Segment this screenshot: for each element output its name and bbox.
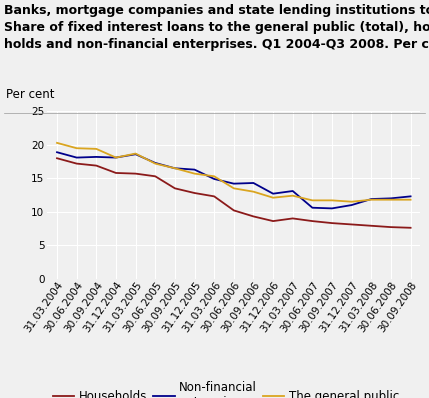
- Line: Households: Households: [57, 158, 411, 228]
- Non-financial
enterprises: [369, 197, 374, 201]
- Households: [172, 186, 178, 191]
- Households: [369, 223, 374, 228]
- Non-financial
enterprises: [74, 155, 79, 160]
- The general public: [408, 197, 413, 202]
- The general public: [290, 193, 295, 198]
- Households: [153, 174, 158, 179]
- The general public: [113, 155, 118, 160]
- The general public: [251, 189, 256, 194]
- Non-financial
enterprises: [329, 206, 335, 211]
- Non-financial
enterprises: [113, 155, 118, 160]
- Households: [349, 222, 354, 227]
- Households: [290, 216, 295, 221]
- Non-financial
enterprises: [211, 177, 217, 181]
- Non-financial
enterprises: [231, 181, 236, 186]
- The general public: [388, 197, 393, 202]
- Non-financial
enterprises: [153, 160, 158, 165]
- Households: [113, 171, 118, 176]
- Non-financial
enterprises: [251, 181, 256, 185]
- Text: Per cent: Per cent: [6, 88, 54, 101]
- Non-financial
enterprises: [54, 150, 60, 154]
- Non-financial
enterprises: [133, 152, 138, 157]
- The general public: [310, 198, 315, 203]
- Households: [231, 208, 236, 213]
- Text: Banks, mortgage companies and state lending institutions total.
Share of fixed i: Banks, mortgage companies and state lend…: [4, 4, 429, 51]
- Line: Non-financial
enterprises: Non-financial enterprises: [57, 152, 411, 209]
- Households: [271, 219, 276, 224]
- Households: [251, 214, 256, 219]
- The general public: [153, 161, 158, 166]
- The general public: [349, 199, 354, 204]
- Non-financial
enterprises: [290, 189, 295, 193]
- Households: [133, 171, 138, 176]
- Non-financial
enterprises: [408, 194, 413, 199]
- The general public: [211, 174, 217, 179]
- Non-financial
enterprises: [271, 191, 276, 196]
- The general public: [172, 166, 178, 171]
- Households: [211, 194, 217, 199]
- Households: [388, 225, 393, 230]
- Households: [310, 219, 315, 224]
- Households: [54, 156, 60, 161]
- The general public: [271, 195, 276, 200]
- Households: [74, 161, 79, 166]
- The general public: [74, 146, 79, 150]
- Non-financial
enterprises: [192, 167, 197, 172]
- The general public: [54, 140, 60, 145]
- The general public: [94, 146, 99, 151]
- Non-financial
enterprises: [310, 205, 315, 210]
- The general public: [133, 151, 138, 156]
- The general public: [329, 198, 335, 203]
- Households: [329, 221, 335, 226]
- Non-financial
enterprises: [172, 166, 178, 171]
- The general public: [192, 171, 197, 176]
- The general public: [369, 197, 374, 202]
- Line: The general public: The general public: [57, 143, 411, 202]
- Households: [94, 163, 99, 168]
- Non-financial
enterprises: [388, 196, 393, 201]
- The general public: [231, 186, 236, 191]
- Legend: Households, Non-financial
enterprises, The general public: Households, Non-financial enterprises, T…: [53, 381, 399, 398]
- Households: [408, 225, 413, 230]
- Non-financial
enterprises: [94, 154, 99, 159]
- Households: [192, 191, 197, 195]
- Non-financial
enterprises: [349, 203, 354, 207]
